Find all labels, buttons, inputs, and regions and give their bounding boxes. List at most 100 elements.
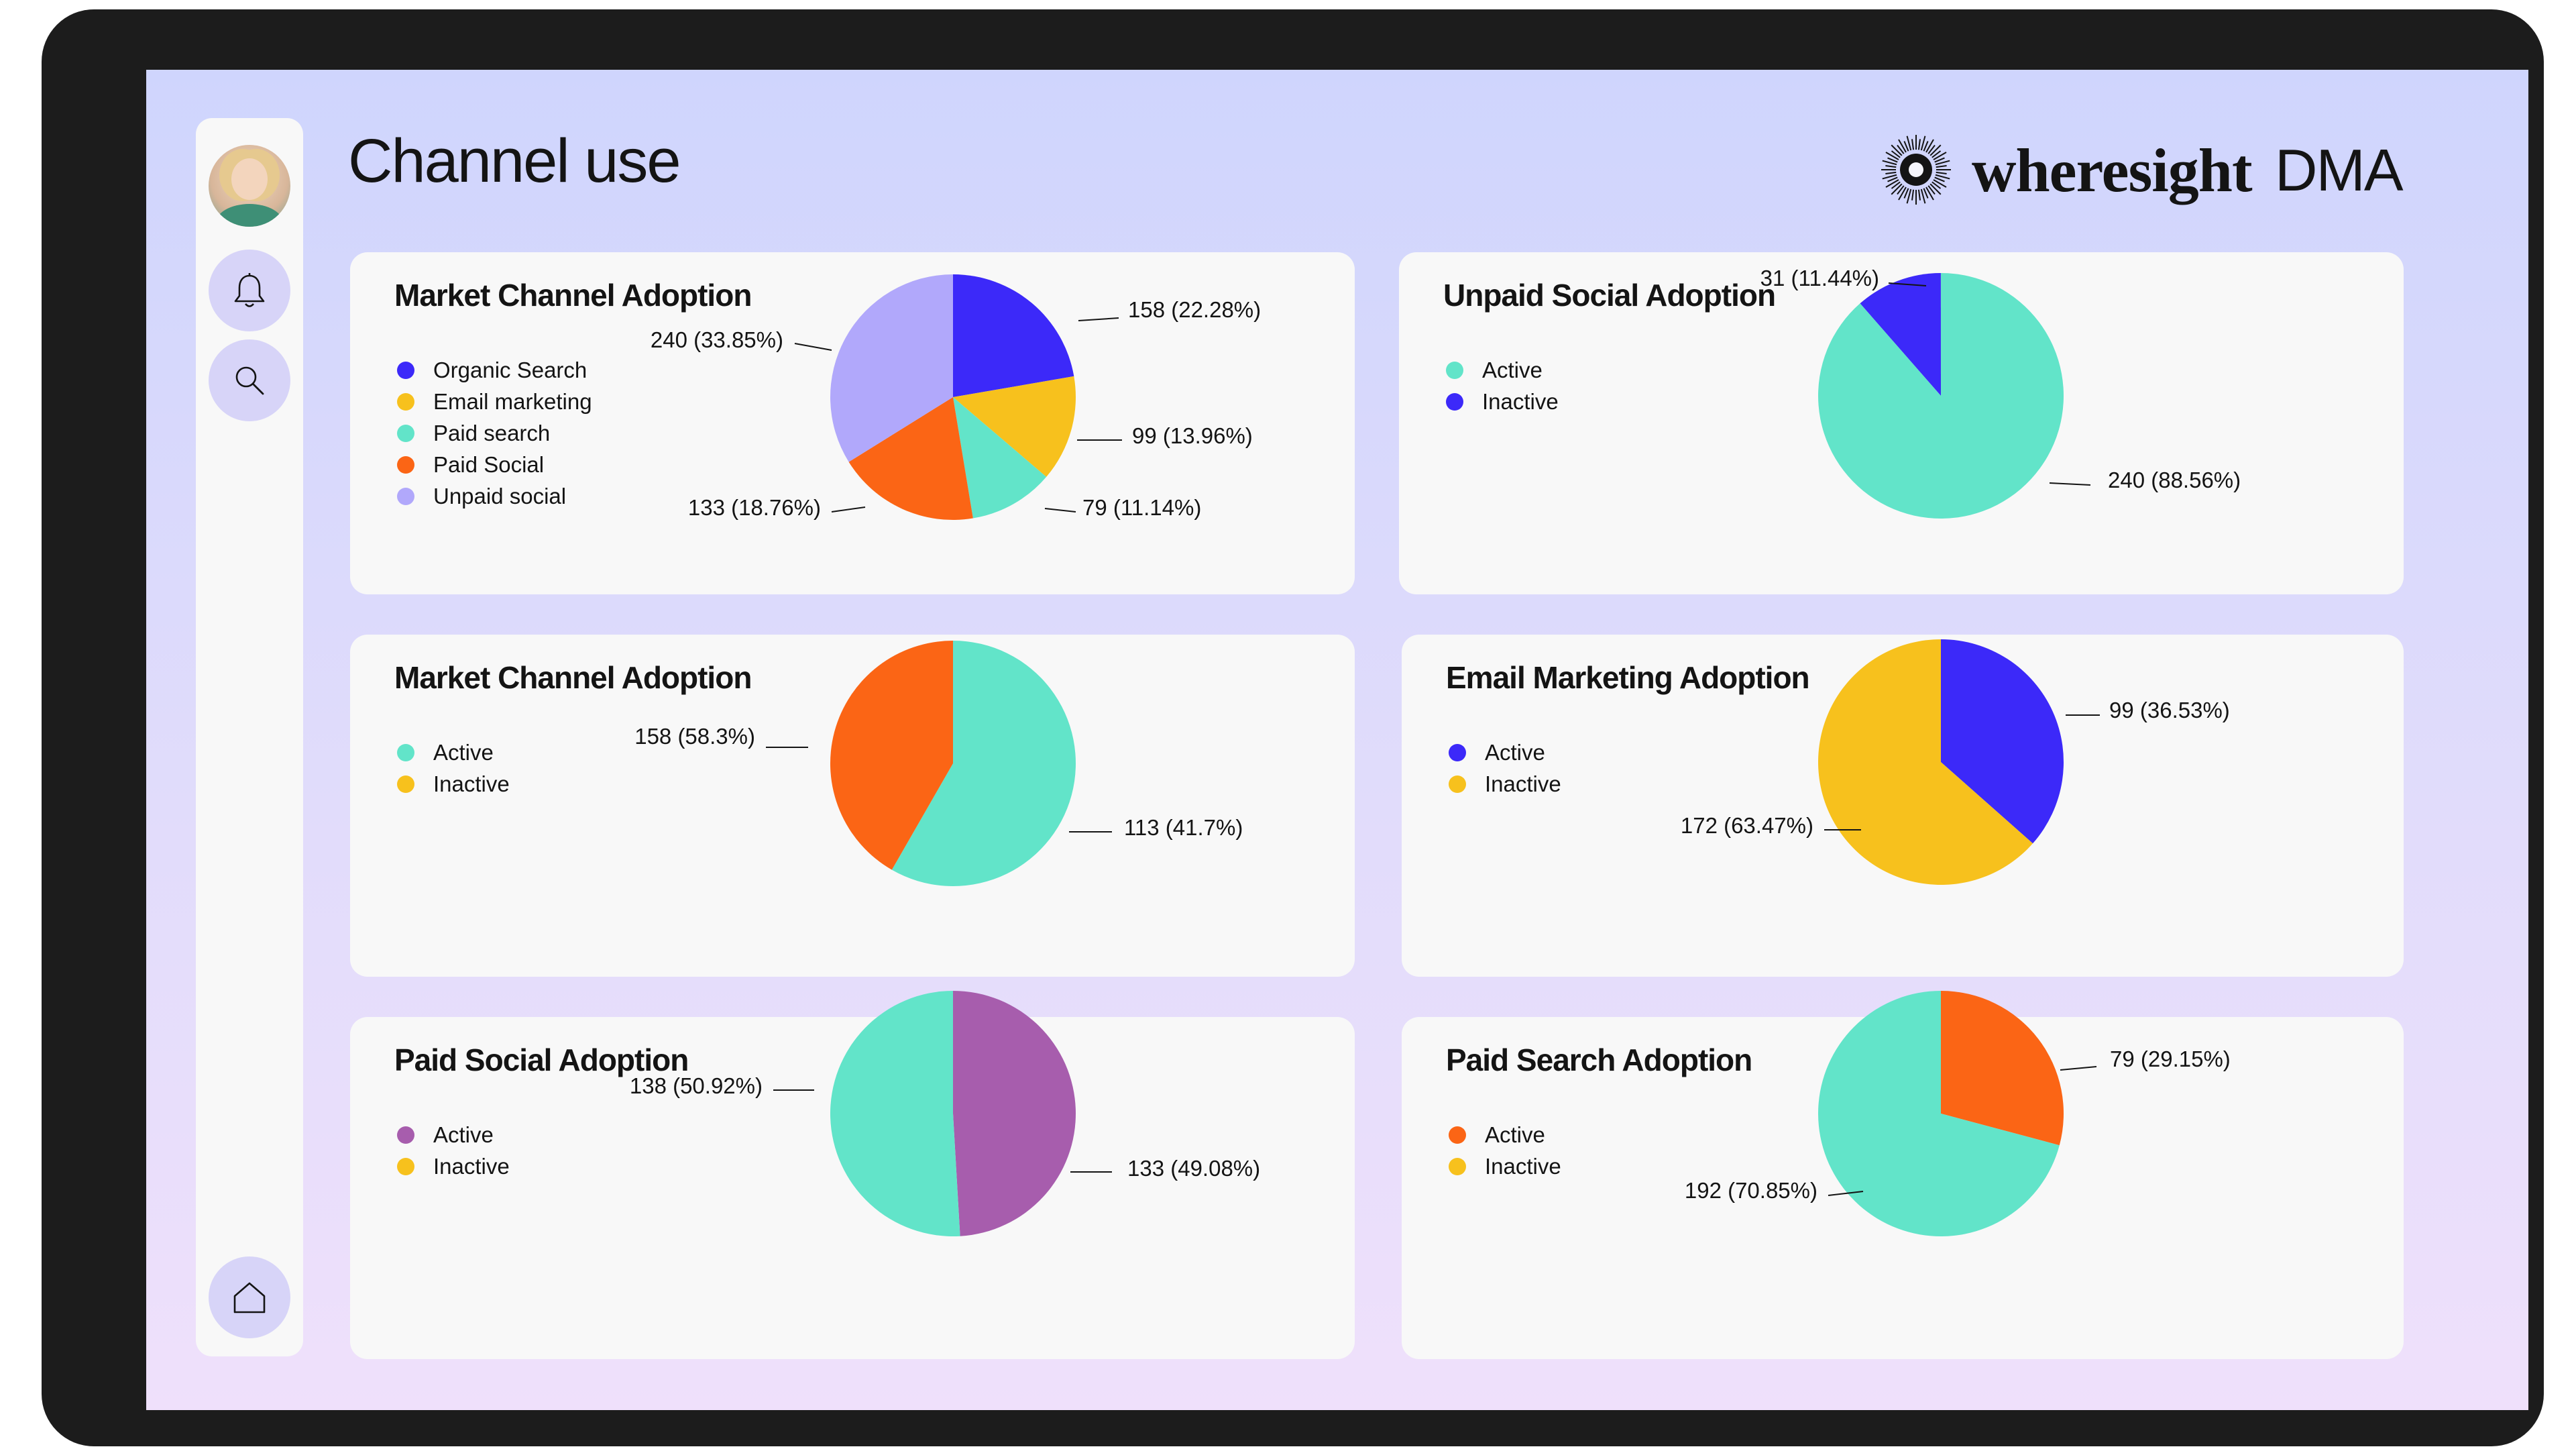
legend-dot [1446, 362, 1463, 379]
logo-ray [1903, 188, 1909, 199]
legend: Active Inactive [1446, 354, 1559, 417]
leader-line [1828, 1191, 1864, 1196]
home-icon [233, 1282, 266, 1313]
pie-slice[interactable] [891, 641, 1076, 886]
legend-label: Active [1485, 1122, 1545, 1147]
sunburst-logo-icon [1881, 135, 1951, 205]
avatar-face [231, 158, 268, 200]
logo-ray [1906, 189, 1912, 204]
logo-ray [1885, 171, 1897, 174]
legend-dot [1449, 744, 1466, 761]
brand-logo: wheresight DMA [1879, 133, 2429, 213]
logo-ray [1911, 189, 1915, 201]
card-title: Market Channel Adoption [394, 278, 752, 313]
legend-dot [397, 362, 414, 379]
legend-item: Active [397, 737, 510, 768]
data-label: 31 (11.44%) [1760, 266, 1879, 290]
pie-chart: 133 (49.08%) 138 (50.92%) [630, 991, 1260, 1236]
legend-item: Inactive [397, 1150, 510, 1182]
logo-ray [1923, 188, 1929, 199]
card-title: Unpaid Social Adoption [1443, 278, 1776, 313]
logo-ray [1911, 139, 1915, 150]
logo-ray [1898, 186, 1907, 201]
logo-ray [1931, 150, 1942, 158]
legend-dot [1449, 1126, 1466, 1144]
legend-label: Inactive [433, 771, 510, 796]
legend-dot [397, 775, 414, 793]
notifications-button[interactable] [209, 250, 290, 331]
data-label: 113 (41.7%) [1124, 815, 1243, 840]
legend-dot [397, 393, 414, 411]
pie-slice[interactable] [830, 274, 953, 462]
pie-slice[interactable] [953, 991, 1076, 1236]
logo-ray [1887, 157, 1898, 163]
logo-ray [1935, 174, 1950, 180]
data-label: 138 (50.92%) [630, 1073, 763, 1098]
logo-ray [1917, 139, 1921, 150]
search-button[interactable] [209, 339, 290, 421]
logo-ray [1931, 181, 1942, 189]
logo-ray [1936, 171, 1947, 174]
pie-slice[interactable] [953, 397, 1047, 519]
data-label: 158 (22.28%) [1128, 297, 1261, 322]
pie-chart: 99 (36.53%) 172 (63.47%) [1681, 639, 2230, 885]
pie-slice[interactable] [1941, 639, 2064, 844]
home-button[interactable] [209, 1256, 290, 1338]
legend: Organic Search Email marketing Paid sear… [397, 354, 592, 512]
legend-item: Active [397, 1119, 510, 1150]
logo-ray [1885, 179, 1899, 188]
logo-ray [1891, 183, 1903, 195]
logo-ray [1933, 179, 1947, 188]
logo-ray [1935, 160, 1950, 166]
logo-ray [1891, 181, 1901, 189]
device-frame: Channel use wheresight DMA Market Channe… [42, 9, 2544, 1446]
pie-slice[interactable] [953, 274, 1074, 397]
legend-label: Organic Search [433, 358, 587, 382]
legend-item: Inactive [397, 768, 510, 800]
legend-dot [397, 456, 414, 474]
pie-slice[interactable] [1817, 273, 2064, 519]
legend: Active Inactive [1449, 1119, 1561, 1182]
data-label: 133 (18.76%) [688, 495, 821, 520]
legend-label: Email marketing [433, 389, 592, 414]
legend-item: Unpaid social [397, 480, 592, 512]
legend-label: Inactive [1485, 1154, 1561, 1179]
legend-dot [1446, 393, 1463, 411]
leader-line [831, 506, 866, 513]
legend-label: Inactive [433, 1154, 510, 1179]
legend-label: Unpaid social [433, 484, 567, 508]
logo-ray [1927, 185, 1936, 195]
logo-ray [1882, 160, 1897, 166]
data-label: 172 (63.47%) [1681, 813, 1813, 838]
legend-item: Paid Social [397, 449, 592, 480]
logo-ray [1929, 183, 1942, 195]
logo-ray [1925, 139, 1934, 153]
card-title: Market Channel Adoption [394, 660, 752, 695]
logo-ray [1891, 150, 1901, 158]
legend-item: Active [1446, 354, 1559, 386]
page-title: Channel use [348, 127, 681, 195]
logo-ray [1925, 186, 1934, 201]
leader-line [1078, 317, 1119, 321]
legend-dot [1449, 1158, 1466, 1175]
avatar[interactable] [209, 145, 290, 227]
pie-slice[interactable] [1941, 991, 2064, 1146]
legend-dot [397, 1158, 414, 1175]
pie-slice[interactable] [830, 641, 953, 870]
pie-slice[interactable] [1818, 639, 2033, 885]
legend-item: Inactive [1449, 1150, 1561, 1182]
card-title: Email Marketing Adoption [1446, 660, 1810, 695]
pie-slice[interactable] [848, 397, 973, 520]
data-label: 158 (58.3%) [634, 724, 755, 749]
logo-ray [1929, 144, 1942, 156]
legend-label: Active [1485, 740, 1545, 765]
pie-slice[interactable] [1860, 273, 1941, 396]
pie-slice[interactable] [1818, 991, 2060, 1236]
legend-dot [397, 1126, 414, 1144]
pie-slice[interactable] [953, 376, 1076, 477]
logo-ray [1933, 152, 1947, 160]
legend-label: Inactive [1485, 771, 1561, 796]
logo-ray [1917, 189, 1921, 201]
pie-slice[interactable] [830, 991, 960, 1236]
leader-line [1888, 282, 1927, 286]
